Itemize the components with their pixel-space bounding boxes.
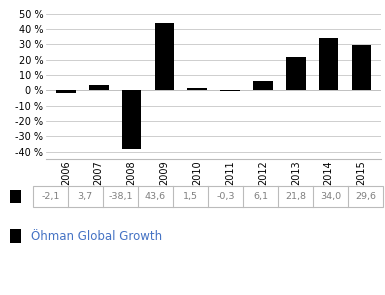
Bar [253,81,273,90]
Text: Öhman Global Growth: Öhman Global Growth [31,230,162,242]
Text: 1,5: 1,5 [183,192,198,201]
Bar [154,23,174,90]
Text: 6,1: 6,1 [253,192,268,201]
Text: 21,8: 21,8 [285,192,306,201]
Bar [319,38,338,90]
Text: -0,3: -0,3 [216,192,235,201]
Text: 34,0: 34,0 [320,192,341,201]
Text: 3,7: 3,7 [78,192,93,201]
Text: 29,6: 29,6 [355,192,376,201]
Bar [187,88,207,90]
Text: 43,6: 43,6 [145,192,166,201]
Bar [352,45,371,90]
Bar [89,85,109,90]
Text: -2,1: -2,1 [41,192,59,201]
Bar [122,90,141,149]
Bar [56,90,76,94]
Bar [286,57,306,90]
Text: -38,1: -38,1 [108,192,132,201]
Bar [220,90,240,91]
